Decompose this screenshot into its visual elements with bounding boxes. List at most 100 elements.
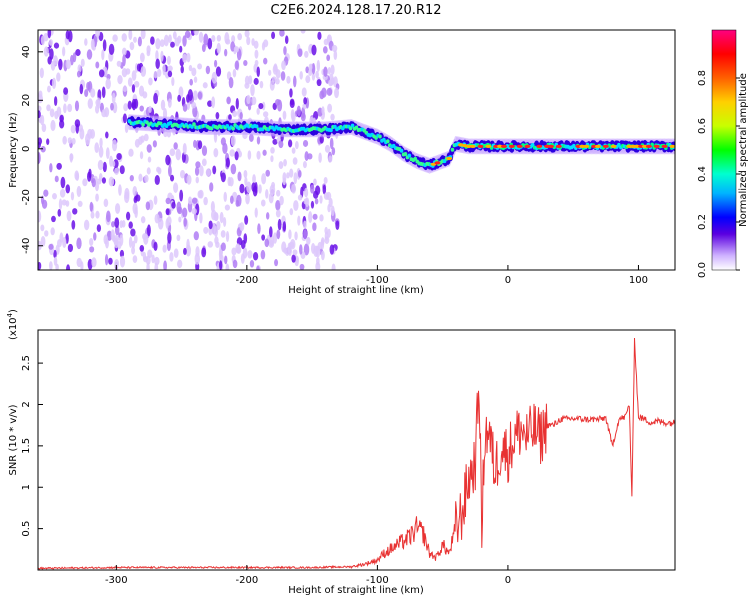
- noise-speckle: [50, 119, 56, 132]
- snr-frame: [37, 329, 676, 571]
- noise-speckle: [289, 100, 295, 109]
- noise-speckle: [278, 140, 284, 149]
- noise-speckle: [194, 166, 200, 176]
- noise-speckle: [243, 233, 248, 244]
- noise-speckle: [97, 159, 104, 171]
- noise-speckle: [170, 174, 175, 182]
- noise-speckle: [251, 96, 257, 106]
- noise-speckle: [111, 92, 116, 104]
- noise-speckle: [60, 176, 66, 189]
- noise-speckle: [56, 162, 62, 170]
- ridge-peak: [555, 144, 562, 148]
- noise-speckle: [90, 211, 95, 219]
- noise-speckle: [105, 147, 110, 160]
- noise-speckle: [235, 243, 241, 254]
- noise-speckle: [51, 215, 56, 223]
- noise-speckle: [102, 39, 107, 52]
- noise-speckle: [286, 172, 290, 179]
- noise-speckle: [216, 34, 222, 42]
- noise-speckle: [193, 231, 199, 241]
- noise-speckle: [254, 207, 258, 218]
- noise-speckle: [237, 171, 242, 182]
- noise-speckle: [138, 173, 143, 182]
- noise-speckle: [40, 235, 46, 247]
- colorbar-gradient: [711, 29, 737, 271]
- noise-speckle: [292, 249, 298, 256]
- noise-speckle: [303, 97, 307, 105]
- x-tick-label: -100: [366, 275, 389, 286]
- noise-speckle: [157, 167, 162, 175]
- noise-speckle: [43, 46, 49, 57]
- colorbar-tick-label: 0.0: [697, 262, 708, 278]
- noise-speckle: [128, 221, 133, 229]
- noise-speckle: [192, 90, 198, 101]
- noise-speckle: [301, 87, 307, 97]
- noise-speckle: [179, 45, 183, 53]
- noise-speckle: [323, 177, 328, 184]
- noise-speckle: [201, 43, 206, 53]
- noise-speckle: [143, 133, 149, 142]
- noise-speckle: [118, 184, 122, 196]
- noise-speckle: [162, 64, 166, 76]
- noise-speckle: [207, 241, 214, 248]
- noise-speckle: [197, 63, 203, 70]
- ridge-highlight: [225, 123, 230, 128]
- noise-speckle: [101, 109, 107, 118]
- noise-speckle: [327, 103, 333, 113]
- noise-speckle: [279, 195, 284, 206]
- ridge-highlight: [450, 147, 455, 152]
- ridge-peak: [524, 144, 531, 148]
- noise-speckle: [75, 49, 81, 57]
- noise-speckle: [94, 142, 100, 154]
- ridge-highlight: [399, 148, 404, 153]
- noise-speckle: [122, 85, 128, 92]
- noise-speckle: [129, 174, 134, 182]
- noise-speckle: [155, 58, 160, 70]
- x-tick-label: 100: [629, 275, 648, 286]
- noise-speckle: [258, 102, 264, 110]
- ridge-highlight: [403, 151, 408, 156]
- noise-speckle: [154, 175, 160, 186]
- noise-speckle: [76, 185, 82, 198]
- noise-speckle: [231, 247, 237, 256]
- noise-speckle: [134, 138, 140, 148]
- noise-speckle: [331, 44, 338, 53]
- noise-speckle: [294, 141, 299, 150]
- noise-speckle: [182, 142, 187, 155]
- snr-panel: -300 -200 -100 0 0.5 1 1.5 2 2.5 Height of stra…: [6, 309, 676, 596]
- spectrogram-y-axis: -40 -20 0 20 40: [21, 45, 43, 254]
- noise-speckle: [87, 128, 93, 139]
- noise-speckle: [254, 59, 259, 67]
- noise-speckle: [222, 142, 228, 155]
- ridge-peak: [661, 144, 668, 148]
- noise-speckle: [173, 248, 179, 258]
- noise-speckle: [263, 57, 268, 65]
- noise-speckle: [312, 213, 318, 220]
- snr-x-axis: -300 -200 -100 0: [105, 565, 511, 586]
- noise-speckle: [323, 66, 328, 77]
- noise-speckle: [82, 178, 88, 187]
- noise-speckle: [288, 229, 292, 240]
- noise-speckle: [153, 195, 158, 205]
- noise-speckle: [235, 97, 239, 110]
- noise-speckle: [176, 201, 182, 214]
- noise-speckle: [294, 231, 298, 241]
- noise-speckle: [80, 58, 85, 68]
- noise-speckle: [168, 165, 172, 177]
- noise-speckle: [265, 212, 270, 220]
- noise-speckle: [116, 241, 122, 250]
- noise-speckle: [170, 41, 175, 48]
- noise-speckle: [125, 211, 131, 221]
- noise-speckle: [326, 54, 331, 62]
- noise-speckle: [131, 84, 136, 93]
- noise-speckle: [327, 228, 331, 238]
- noise-speckle: [105, 131, 109, 139]
- noise-speckle: [330, 113, 335, 121]
- noise-speckle: [324, 226, 328, 235]
- page-title: C2E6.2024.128.17.20.R12: [270, 3, 441, 18]
- noise-speckle: [250, 84, 255, 97]
- noise-speckle: [305, 66, 310, 74]
- x-tick-label: -200: [236, 575, 259, 586]
- noise-speckle: [177, 94, 182, 102]
- noise-speckle: [228, 114, 232, 121]
